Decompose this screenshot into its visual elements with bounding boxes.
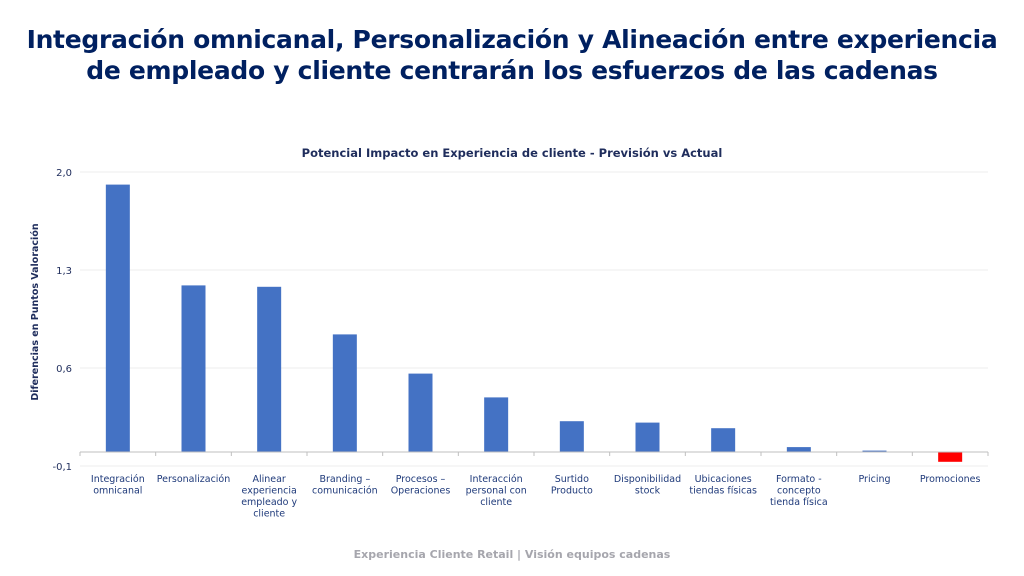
x-tick-label-line: Integración bbox=[91, 474, 145, 485]
bar bbox=[786, 447, 811, 452]
x-tick-label-line: comunicación bbox=[312, 486, 378, 497]
x-tick-label-line: Procesos – bbox=[396, 474, 446, 485]
x-tick-label: Integración omnicanal bbox=[91, 474, 145, 497]
x-tick-label: Ubicaciones tiendas físicas bbox=[689, 474, 757, 497]
bar bbox=[332, 334, 357, 452]
x-tick-label-line: tienda física bbox=[770, 497, 828, 508]
x-tick-label-line: concepto bbox=[777, 486, 821, 497]
bar bbox=[181, 285, 206, 452]
bar bbox=[938, 452, 963, 462]
x-tick-label-line: Branding – bbox=[319, 474, 370, 485]
bar bbox=[711, 428, 736, 452]
footer-text: Experiencia Cliente Retail | Visión equi… bbox=[353, 548, 671, 561]
chart-title: Potencial Impacto en Experiencia de clie… bbox=[302, 146, 723, 160]
page-title-line-2: de empleado y cliente centrarán los esfu… bbox=[86, 56, 938, 85]
x-tick-label-line: experiencia bbox=[242, 486, 297, 497]
y-tick-label: 2,0 bbox=[56, 168, 72, 179]
gridlines bbox=[80, 171, 988, 467]
x-tick-label: Promociones bbox=[920, 474, 981, 485]
x-tick-label-line: Disponibilidad bbox=[614, 474, 681, 485]
x-tick-label-line: cliente bbox=[480, 497, 512, 508]
x-tick-label: Branding – comunicación bbox=[312, 474, 378, 497]
bar bbox=[862, 450, 887, 452]
bar bbox=[257, 286, 282, 452]
x-tick-label: Formato -concepto tienda física bbox=[770, 474, 828, 508]
page-title-line-1: Integración omnicanal, Personalización y… bbox=[26, 25, 998, 54]
page-title: Integración omnicanal, Personalización y… bbox=[0, 24, 1024, 86]
x-tick-label-line: Formato - bbox=[776, 474, 822, 485]
bars bbox=[105, 184, 963, 462]
x-tick-label: Personalización bbox=[157, 474, 231, 485]
x-tick-label-line: omnicanal bbox=[93, 486, 142, 497]
x-tick-label: Disponibilidad stock bbox=[614, 474, 681, 497]
x-tick-label-line: Ubicaciones bbox=[695, 474, 752, 485]
x-tick-label-line: Promociones bbox=[920, 474, 981, 485]
x-tick-label-line: stock bbox=[635, 486, 661, 497]
x-tick-label: Surtido Producto bbox=[551, 474, 593, 497]
y-axis-label: Diferencias en Puntos Valoración bbox=[30, 223, 41, 400]
x-tick-label-line: empleado y bbox=[241, 497, 297, 508]
x-tick-label: Interacción personal con cliente bbox=[466, 474, 527, 508]
x-tick-label-line: tiendas físicas bbox=[689, 486, 757, 497]
bar bbox=[484, 397, 509, 452]
x-axis-labels: Integración omnicanal Personalización Aline… bbox=[91, 474, 981, 520]
x-tick-label-line: Alinear bbox=[252, 474, 285, 485]
x-tick-label-line: Producto bbox=[551, 486, 593, 497]
bar bbox=[408, 373, 433, 452]
x-tick-label: Alinear experiencia empleado y cliente bbox=[241, 474, 297, 520]
y-tick-label: 1,3 bbox=[56, 266, 72, 277]
x-tick-label-line: Pricing bbox=[858, 474, 890, 485]
x-tick-label-line: personal con bbox=[466, 486, 527, 497]
x-tick-label: Pricing bbox=[858, 474, 890, 485]
y-tick-label: 0,6 bbox=[56, 364, 72, 375]
bar bbox=[635, 422, 660, 452]
x-tick-label-line: Surtido bbox=[555, 474, 589, 485]
y-tick-label: -0,1 bbox=[52, 462, 72, 473]
x-tick-label-line: Operaciones bbox=[391, 486, 451, 497]
x-tick-label-line: Interacción bbox=[470, 474, 523, 485]
x-axis bbox=[79, 451, 989, 456]
x-tick-label: Procesos – Operaciones bbox=[391, 474, 451, 497]
bar bbox=[105, 184, 130, 452]
x-tick-label-line: Personalización bbox=[157, 474, 231, 485]
x-tick-label-line: cliente bbox=[253, 509, 285, 520]
y-axis-ticks: 2,0 1,3 0,6 -0,1 bbox=[52, 168, 72, 473]
bar bbox=[559, 421, 584, 452]
